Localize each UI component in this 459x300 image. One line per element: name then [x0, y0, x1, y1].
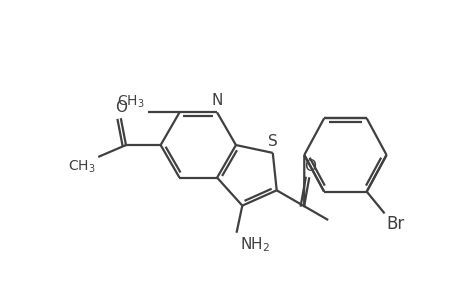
Text: S: S	[267, 134, 277, 149]
Text: NH$_2$: NH$_2$	[239, 236, 269, 254]
Text: N: N	[211, 94, 222, 109]
Text: O: O	[115, 100, 127, 115]
Text: Br: Br	[386, 215, 404, 233]
Text: O: O	[303, 160, 315, 175]
Text: CH$_3$: CH$_3$	[67, 159, 95, 175]
Text: CH$_3$: CH$_3$	[117, 94, 145, 110]
